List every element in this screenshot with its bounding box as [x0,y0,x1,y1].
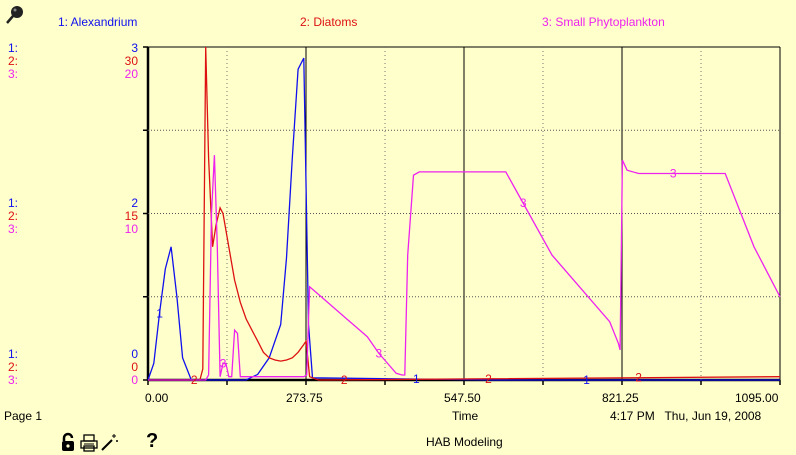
page-label: Page 1 [4,409,43,423]
series-line-1 [147,57,780,381]
series-line-3 [148,155,781,381]
series-lines [147,46,781,381]
y-series-label: 2: [8,54,19,68]
legend-diatoms: 2: Diatoms [300,15,358,29]
y-series-label: 3: [8,67,19,81]
legend-small-phytoplankton: 3: Small Phytoplankton [542,15,665,29]
series-marker-3: 3 [670,167,677,181]
x-tick-label: 1095.00 [735,391,779,405]
lock-icon[interactable] [60,432,76,452]
x-tick-label: 821.25 [602,391,639,405]
y-tick-label: 0 [131,347,138,361]
y-tick-label: 10 [124,222,138,236]
x-tick-label: 273.75 [286,391,323,405]
legend-alexandrium: 1: Alexandrium [58,15,138,29]
series-marker-2: 2 [341,373,348,387]
y-series-label: 2: [8,209,19,223]
pin-icon[interactable] [4,4,26,26]
y-tick-label: 0 [131,373,138,387]
series-marker-3: 3 [376,346,383,360]
series-marker-3: 3 [520,196,527,210]
y-series-label: 3: [8,222,19,236]
print-icon[interactable] [80,434,98,452]
y-series-label: 1: [8,196,19,210]
x-axis-label: Time [452,409,479,423]
help-icon[interactable]: ? [146,430,159,452]
series-marker-1: 1 [583,373,590,387]
magic-wand-icon[interactable] [99,432,119,452]
y-series-label: 3: [8,373,19,387]
series-marker-2: 2 [635,371,642,385]
y-tick-label: 15 [124,209,138,223]
timestamp: 4:17 PM Thu, Jun 19, 2008 [610,409,762,423]
y-tick-label: 20 [124,67,138,81]
series-line-2 [148,46,781,381]
y-tick-label: 0 [131,360,138,374]
series-marker-1: 1 [413,372,420,386]
x-tick-label: 547.50 [444,391,481,405]
plot-frame [143,46,781,385]
series-marker-3: 3 [220,356,227,370]
y-series-label: 2: [8,360,19,374]
series-marker-2: 2 [485,372,492,386]
y-tick-label: 3 [131,41,138,55]
gridlines [148,47,780,380]
model-title: HAB Modeling [426,435,503,449]
y-tick-label: 2 [131,196,138,210]
y-series-label: 1: [8,347,19,361]
y-tick-label: 30 [124,54,138,68]
series-marker-1: 1 [156,306,163,320]
x-tick-label: 0.00 [145,391,169,405]
series-marker-2: 2 [191,373,198,387]
y-series-label: 1: [8,41,19,55]
series-markers: 1 1 1 2 2 2 2 3 3 3 3 [156,167,677,387]
